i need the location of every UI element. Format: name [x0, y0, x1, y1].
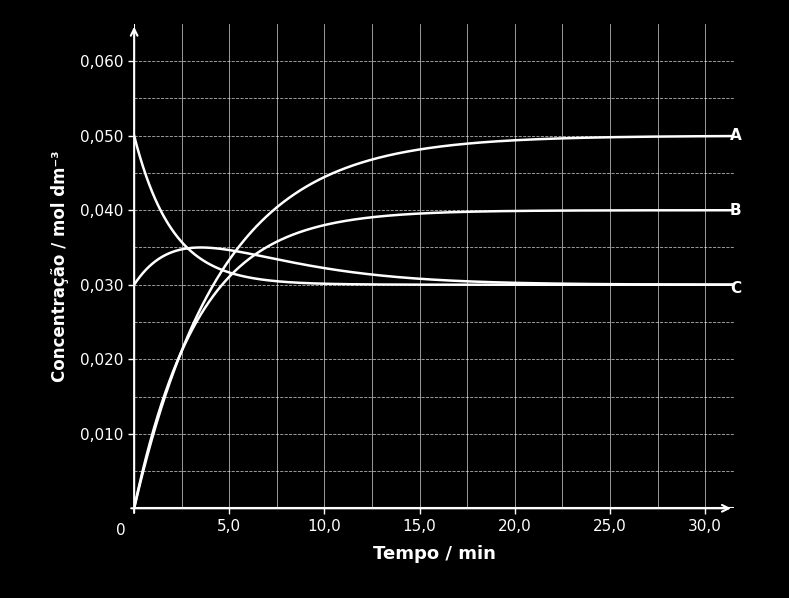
Text: C: C — [730, 281, 741, 296]
Text: 0: 0 — [116, 523, 125, 538]
X-axis label: Tempo / min: Tempo / min — [372, 545, 495, 563]
Y-axis label: Concentração / mol dm⁻³: Concentração / mol dm⁻³ — [51, 150, 69, 382]
Text: A: A — [730, 128, 742, 143]
Text: B: B — [730, 203, 742, 218]
